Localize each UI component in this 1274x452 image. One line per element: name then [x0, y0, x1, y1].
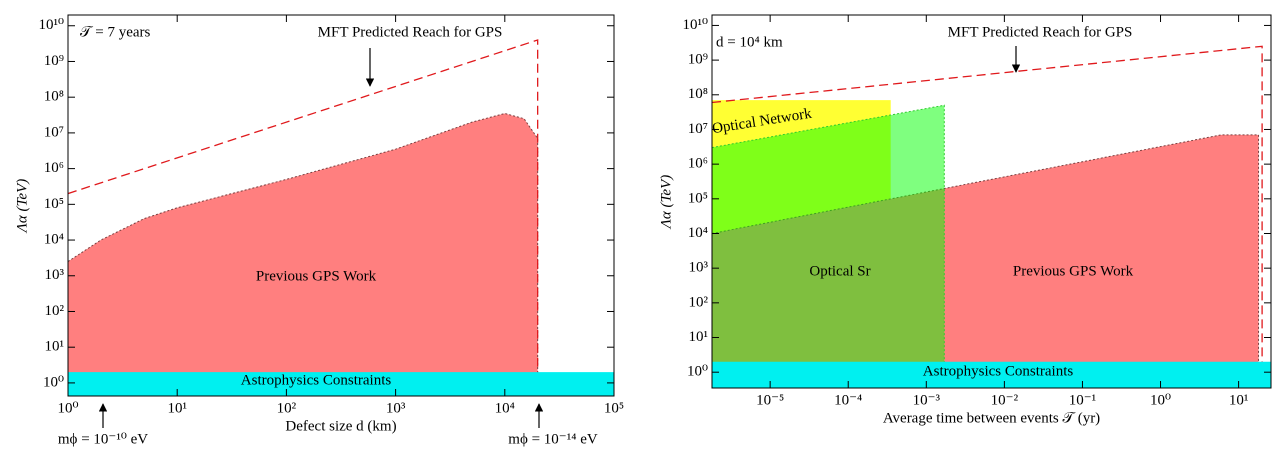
- x-tick-label: 10⁵: [604, 400, 624, 416]
- y-tick-label: 10⁰: [43, 374, 64, 390]
- x-tick-label: 10⁴: [495, 400, 515, 416]
- region-edge: [712, 134, 1260, 388]
- y-tick-label: 10¹: [45, 339, 65, 355]
- region-label: Previous GPS Work: [1013, 263, 1134, 279]
- x-tick-label: 10⁰: [1150, 392, 1171, 408]
- x-tick-label: 10¹: [1229, 392, 1249, 408]
- y-tick-label: 10⁶: [688, 156, 708, 172]
- y-tick-label: 10⁷: [688, 121, 708, 137]
- x-tick-label: 10⁻⁴: [834, 392, 862, 408]
- y-tick-label: 10³: [689, 260, 709, 276]
- x-tick-label: 10⁰: [57, 400, 78, 416]
- region: [68, 372, 614, 396]
- y-tick-label: 10⁶: [44, 160, 64, 176]
- region: [712, 105, 945, 388]
- annotation: mϕ = 10⁻¹⁴ eV: [508, 431, 598, 447]
- y-tick-label: 10⁴: [44, 231, 64, 247]
- annotation: mϕ = 10⁻¹⁰ eV: [58, 431, 148, 447]
- plot-area: [68, 39, 614, 396]
- x-tick-label: 10⁻¹: [1069, 392, 1096, 408]
- region-edge: [68, 112, 539, 396]
- y-tick-label: 10⁷: [44, 124, 64, 140]
- line: [68, 39, 539, 396]
- y-tick-label: 10⁸: [688, 86, 708, 102]
- x-tick-label: 10¹: [167, 400, 187, 416]
- y-tick-label: 10⁸: [44, 89, 64, 105]
- region-label: Astrophysics Constraints: [241, 372, 392, 388]
- annotation: 𝒯 = 7 years: [80, 24, 151, 40]
- y-tick-label: 10⁵: [688, 190, 708, 206]
- x-tick-label: 10⁻²: [991, 392, 1019, 408]
- y-tick-label: 10¹: [689, 329, 709, 345]
- line: [712, 45, 1263, 388]
- y-tick-label: 10¹⁰: [682, 17, 708, 33]
- x-axis-label: Defect size d (km): [285, 418, 396, 434]
- y-tick-label: 10¹⁰: [38, 17, 64, 33]
- plot-frame: [67, 14, 615, 397]
- x-tick-label: 10³: [386, 400, 406, 416]
- region-edge: [712, 104, 945, 388]
- region-label: MFT Predicted Reach for GPS: [948, 24, 1133, 40]
- x-axis-label: Average time between events 𝒯 (yr): [883, 410, 1100, 426]
- x-tick-label: 10⁻³: [913, 392, 941, 408]
- y-tick-label: 10²: [689, 294, 709, 310]
- region: [68, 113, 538, 396]
- y-tick-label: 10⁹: [688, 52, 708, 68]
- region-label: Astrophysics Constraints: [923, 363, 1074, 379]
- plot-frame: [711, 14, 1272, 389]
- region: [712, 361, 1271, 388]
- annotation: d = 10⁴ km: [716, 34, 783, 50]
- y-tick-label: 10⁴: [688, 225, 708, 241]
- y-axis-label: Λα (TeV): [658, 175, 674, 230]
- y-tick-label: 10²: [45, 303, 65, 319]
- x-tick-label: 10⁻⁵: [756, 392, 784, 408]
- plot-area: [712, 45, 1271, 388]
- region-label: MFT Predicted Reach for GPS: [318, 24, 503, 40]
- y-axis-label: Λα (TeV): [14, 179, 30, 234]
- y-tick-label: 10³: [45, 267, 65, 283]
- x-tick-label: 10²: [277, 400, 297, 416]
- y-tick-label: 10⁰: [687, 364, 708, 380]
- region-label: Optical Sr: [809, 263, 870, 279]
- region-label: Previous GPS Work: [256, 268, 377, 284]
- y-tick-label: 10⁹: [44, 53, 64, 69]
- y-tick-label: 10⁵: [44, 196, 64, 212]
